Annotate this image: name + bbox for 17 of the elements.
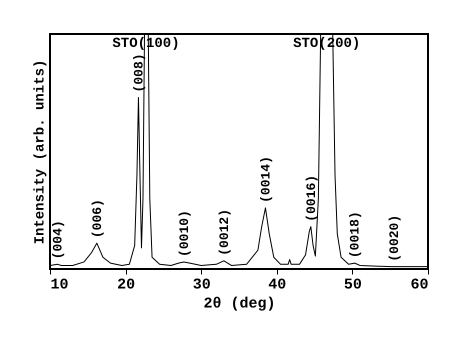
x-tick-label: 60 bbox=[410, 276, 428, 294]
x-tick-label: 20 bbox=[117, 276, 136, 294]
annotation: (008) bbox=[131, 53, 146, 92]
annotation: (0012) bbox=[216, 208, 232, 256]
x-tick-label: 30 bbox=[192, 276, 211, 294]
x-axis-title: 2θ (deg) bbox=[203, 296, 276, 312]
annotation: (004) bbox=[50, 220, 66, 260]
annotation: (006) bbox=[90, 199, 105, 238]
annotation: (0016) bbox=[304, 174, 319, 222]
x-tick-label: 50 bbox=[344, 276, 362, 294]
annotation: (0010) bbox=[176, 210, 192, 257]
x-tick-label: 10 bbox=[50, 276, 69, 294]
annotation: (0014) bbox=[258, 156, 274, 203]
annotation: (0018) bbox=[348, 211, 363, 258]
x-tick-label: 40 bbox=[268, 276, 286, 294]
y-axis-title: Intensity (arb. units) bbox=[32, 60, 48, 244]
annotation: (0020) bbox=[386, 214, 402, 262]
